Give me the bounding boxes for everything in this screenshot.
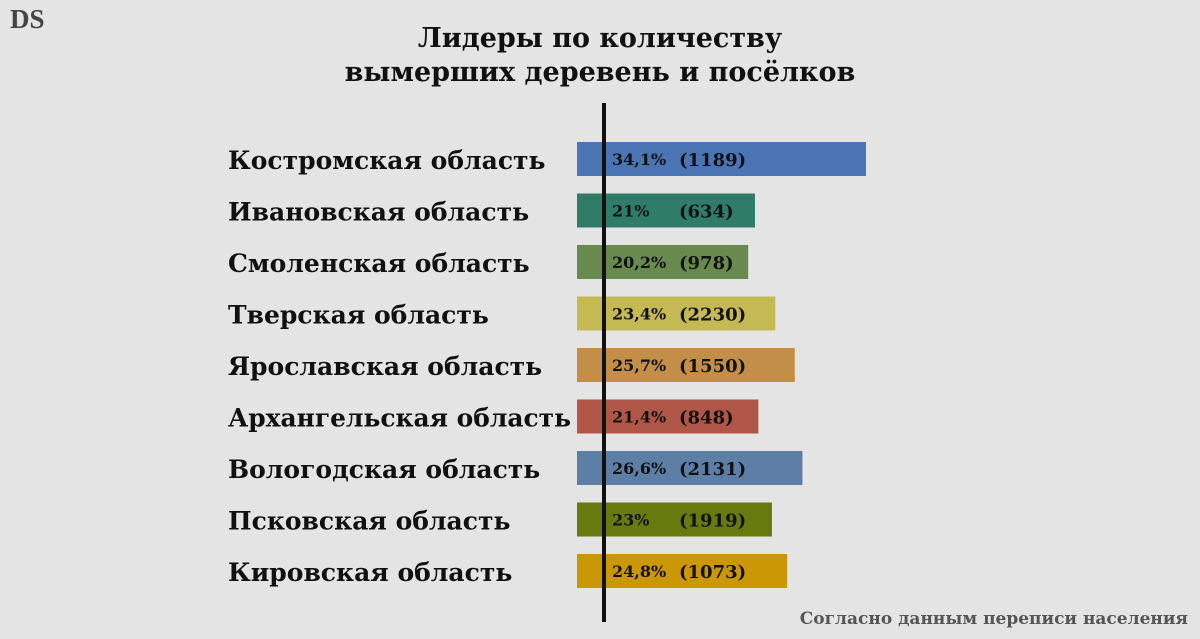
count-label-5: (1550) (679, 356, 746, 377)
category-label-2: Ивановская область (228, 198, 529, 227)
chart-title: Лидеры по количеству вымерших деревень и… (0, 22, 1200, 90)
labels-group: Костромская область 34,1% (1189) Ивановская… (228, 146, 746, 587)
category-label-1: Костромская область (228, 146, 546, 175)
ds-logo: DS (10, 4, 45, 34)
bar-1 (577, 142, 866, 176)
count-label-4: (2230) (679, 305, 746, 326)
count-label-6: (848) (679, 408, 734, 429)
bar-8 (577, 502, 772, 537)
category-label-7: Вологодская область (228, 455, 540, 484)
category-label-3: Смоленская область (228, 249, 530, 278)
count-label-9: (1073) (679, 562, 746, 583)
percent-label-2: 21% (612, 202, 649, 221)
count-label-3: (978) (679, 253, 734, 274)
count-label-7: (2131) (679, 459, 746, 480)
bar-6 (577, 399, 759, 434)
percent-label-9: 24,8% (612, 562, 666, 581)
count-label-1: (1189) (679, 150, 746, 171)
bar-7 (577, 451, 803, 485)
bar-4 (577, 296, 776, 331)
bars-group (577, 142, 866, 588)
percent-label-5: 25,7% (612, 356, 666, 375)
bar-5 (577, 348, 795, 382)
count-label-2: (634) (679, 202, 734, 223)
percent-label-8: 23% (612, 511, 649, 530)
category-label-4: Тверская область (228, 301, 489, 330)
category-label-8: Псковская область (228, 507, 510, 536)
percent-label-7: 26,6% (612, 459, 666, 478)
bar-2 (577, 193, 755, 228)
percent-label-6: 21,4% (612, 408, 666, 427)
percent-label-1: 34,1% (612, 150, 666, 169)
percent-label-3: 20,2% (612, 253, 666, 272)
source-note: Согласно данным переписи населения (799, 609, 1188, 629)
chart-title-line-2: вымерших деревень и посёлков (344, 57, 856, 88)
category-label-6: Архангельская область (228, 404, 571, 433)
chart-title-line-1: Лидеры по количеству (417, 23, 783, 54)
count-label-8: (1919) (679, 511, 746, 532)
percent-label-4: 23,4% (612, 305, 666, 324)
bar-9 (577, 554, 788, 588)
category-label-9: Кировская область (228, 558, 512, 587)
category-label-5: Ярославская область (228, 352, 542, 381)
